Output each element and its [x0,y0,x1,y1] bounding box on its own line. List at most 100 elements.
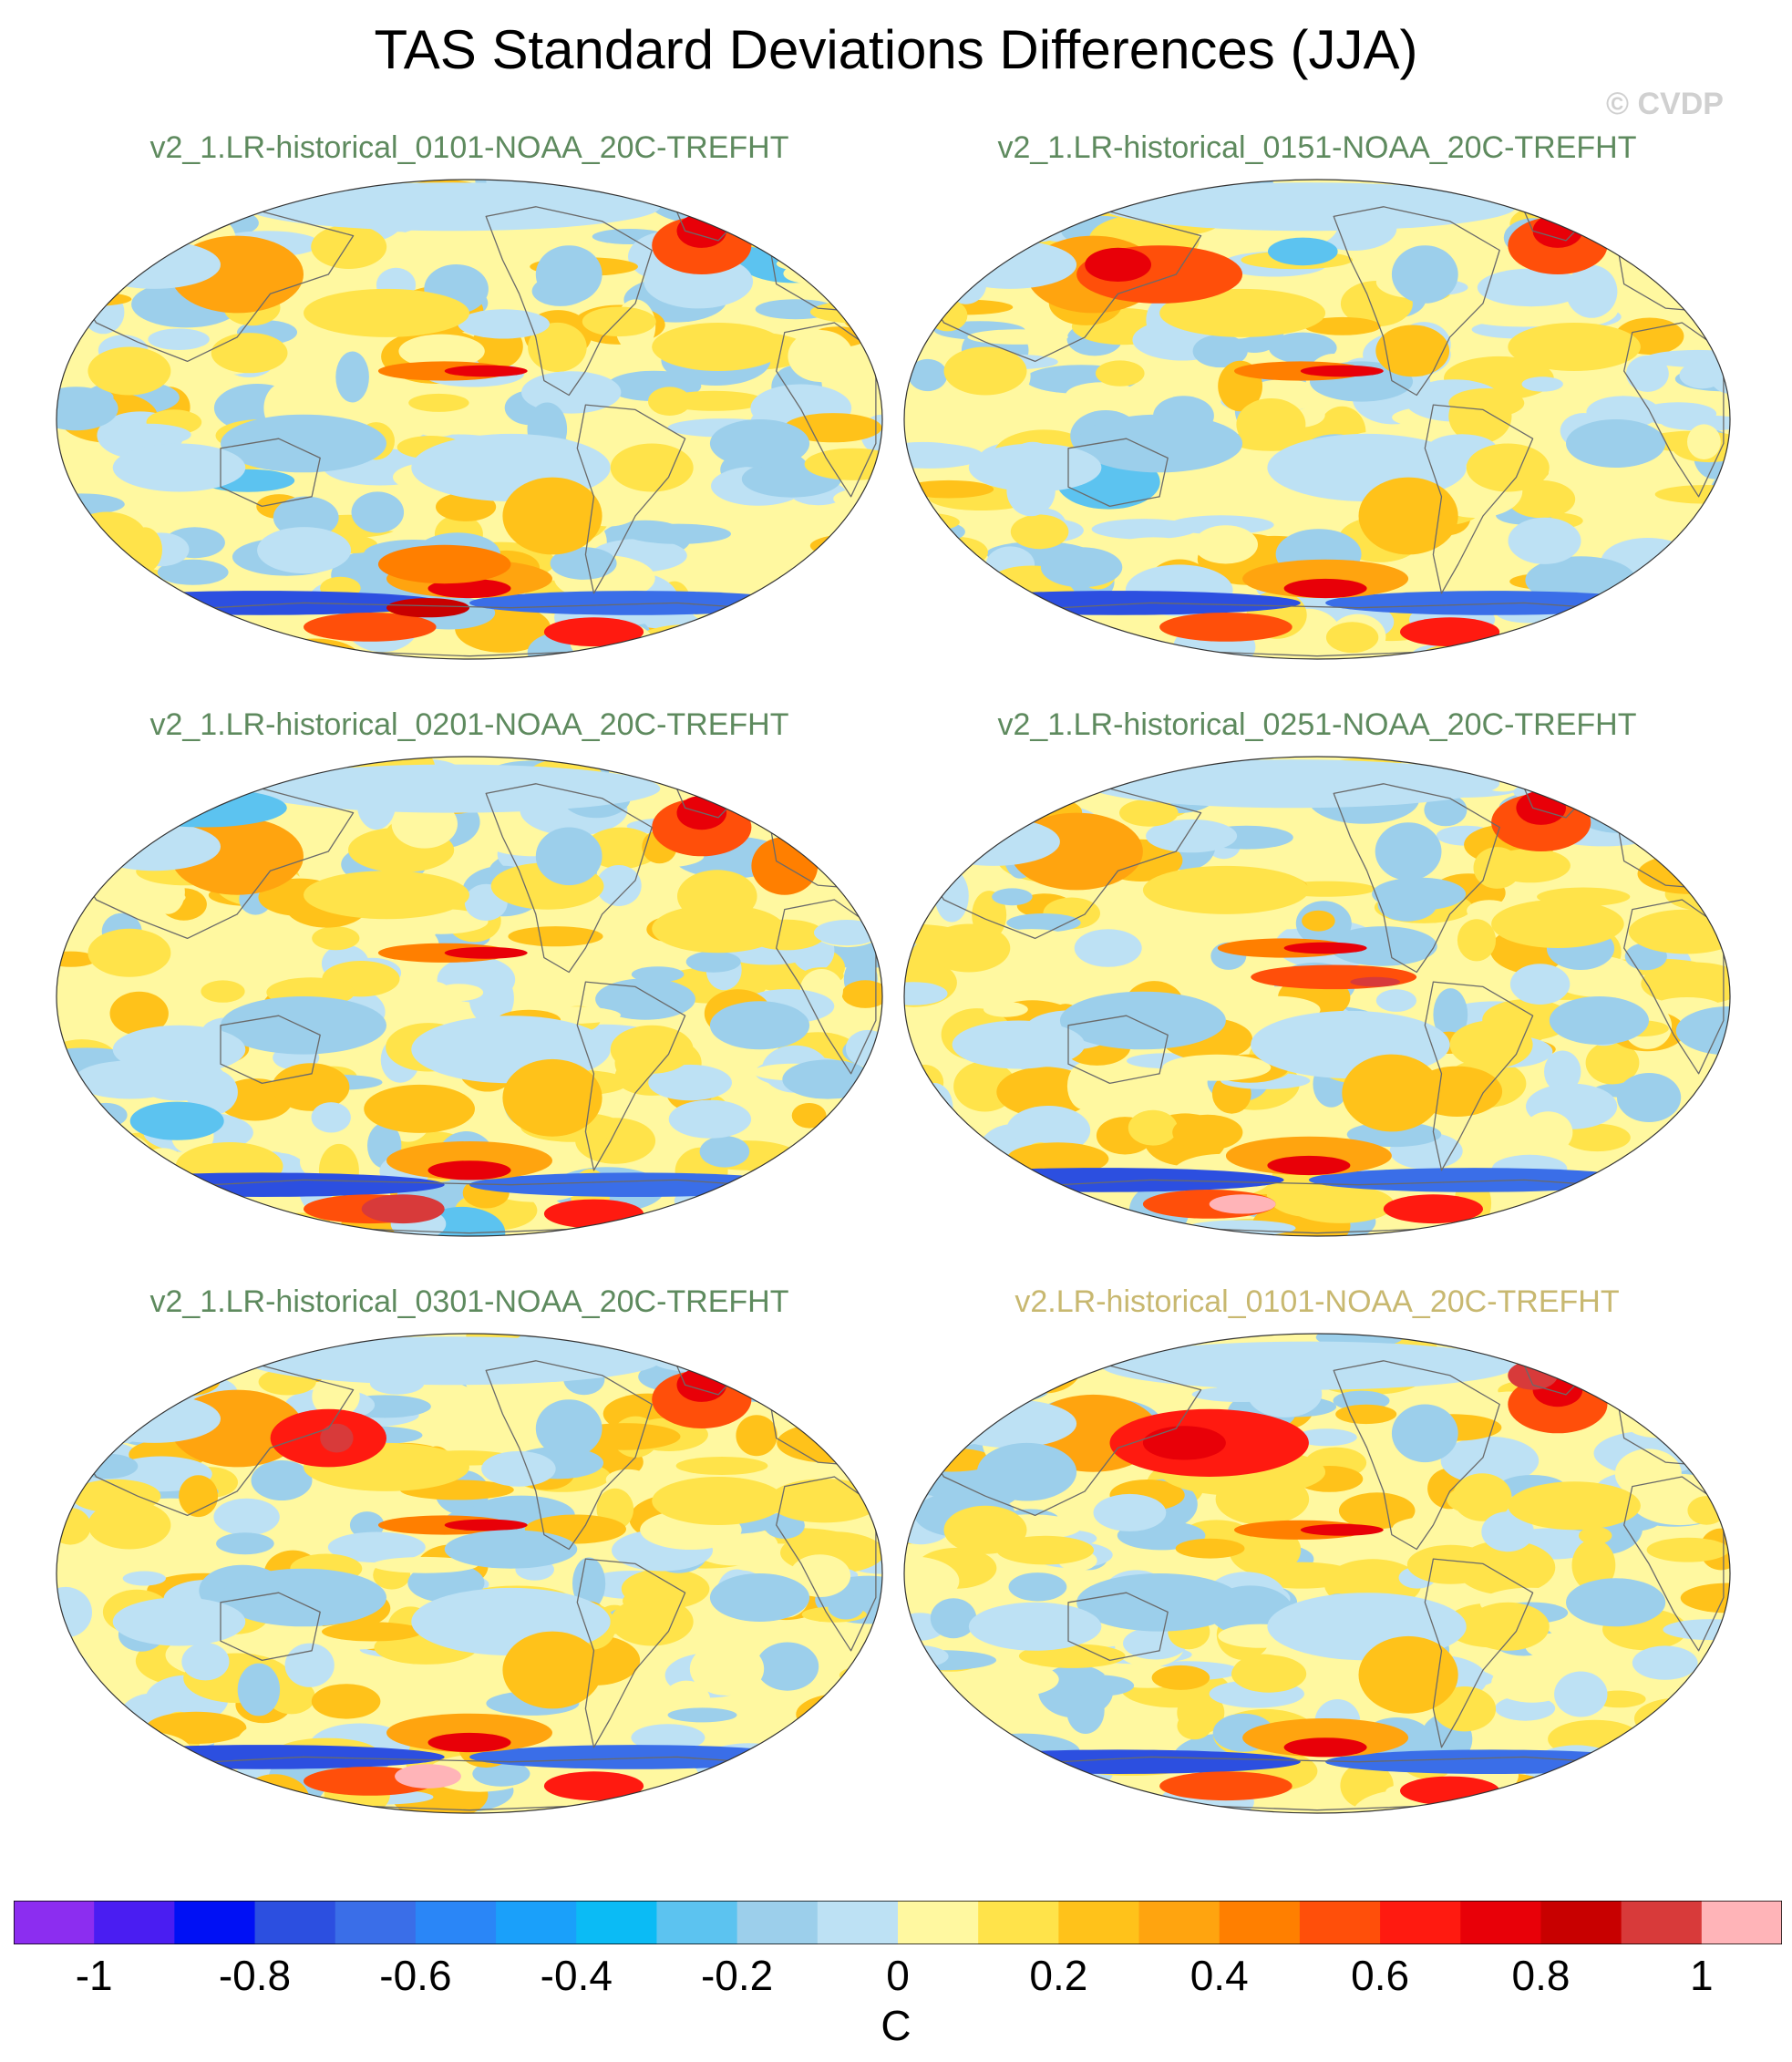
global-map-panel [56,179,883,660]
anomaly-patch [57,1735,116,1778]
anomaly-patch [667,1707,737,1723]
anomaly-patch [749,1349,784,1376]
colorbar-swatch [14,1901,95,1944]
anomaly-feature [652,904,785,954]
anomaly-patch [1066,1062,1101,1110]
anomaly-patch [1232,1654,1295,1692]
colorbar-swatch [1058,1901,1140,1944]
anomaly-patch [121,1178,201,1232]
anomaly-patch [572,1557,606,1610]
anomaly-patch [625,523,732,544]
anomaly-patch [1006,913,1081,933]
anomaly-feature [221,414,386,473]
anomaly-patch [139,634,215,659]
anomaly-patch [1617,757,1685,789]
anomaly-patch [77,180,186,233]
anomaly-patch [1663,1619,1730,1641]
anomaly-feature [1283,942,1367,954]
anomaly-patch [924,536,988,568]
anomaly-feature [245,1336,661,1386]
colorbar-tick-label: -0.8 [218,1952,292,1999]
anomaly-feature [469,1745,801,1769]
coastline-north-america [1333,206,1500,397]
anomaly-patch [689,1642,765,1696]
anomaly-patch [272,1063,350,1111]
anomaly-feature [57,593,138,613]
anomaly-patch [721,180,807,211]
anomaly-feature [1358,1635,1458,1714]
anomaly-feature [502,1631,602,1709]
anomaly-patch [57,1508,91,1545]
anomaly-patch [181,1643,230,1681]
anomaly-patch [1392,1515,1503,1541]
anomaly-patch [1029,631,1081,659]
anomaly-feature [976,1442,1077,1501]
anomaly-patch [57,637,146,659]
colorbar-tick-label: -0.4 [540,1952,613,1999]
anomaly-patch [693,1791,746,1813]
anomaly-patch [245,757,325,773]
anomaly-patch [122,1571,166,1586]
anomaly-patch [127,527,162,572]
anomaly-feature [911,1752,994,1772]
anomaly-patch [763,590,872,608]
anomaly-patch [1191,1387,1290,1402]
map-border [903,756,1731,1237]
anomaly-patch [1637,853,1730,894]
anomaly-feature [927,923,1011,973]
anomaly-patch [789,1554,851,1597]
anomaly-patch [699,1136,750,1168]
anomaly-patch [284,1643,335,1687]
anomaly-patch [934,870,969,923]
anomaly-patch [928,1151,1001,1172]
anomaly-patch [1617,1073,1682,1122]
anomaly-patch [991,1197,1041,1232]
colorbar-swatch [1219,1901,1301,1944]
anomaly-feature [245,182,661,232]
anomaly-patch [648,1064,732,1101]
anomaly-patch [335,351,369,403]
anomaly-patch [1096,360,1145,387]
anomaly-patch [984,1001,1028,1017]
anomaly-feature [112,1597,246,1646]
anomaly-patch [1601,1397,1703,1423]
anomaly-feature [502,1058,602,1137]
anomaly-patch [185,1068,238,1116]
global-map-panel [903,1333,1731,1814]
coastline-south-america [576,1558,686,1748]
anomaly-patch [904,523,943,544]
anomaly-feature [361,1194,445,1224]
anomaly-feature [1566,419,1666,468]
anomaly-patch [1477,268,1586,307]
anomaly-patch [1119,799,1179,827]
anomaly-patch [592,1804,647,1813]
anomaly-patch [1452,1473,1512,1521]
anomaly-patch [709,604,791,643]
anomaly-patch [631,1724,705,1752]
anomaly-patch [1108,1792,1149,1813]
anomaly-feature [88,928,171,977]
anomaly-patch [1628,909,1730,954]
anomaly-patch [148,328,210,350]
anomaly-patch [1545,1763,1629,1798]
anomaly-feature [927,817,1060,866]
anomaly-patch [1646,1537,1729,1562]
anomaly-patch [57,1586,92,1638]
anomaly-feature [1159,288,1326,337]
colorbar-tick-label: 0.4 [1190,1952,1249,1999]
global-map-panel [903,179,1731,660]
coastline-africa [776,1476,877,1652]
colorbar-tick-label: 0 [886,1952,910,1999]
anomaly-feature [1159,1771,1293,1801]
anomaly-patch [796,1693,882,1737]
anomaly-patch [652,1349,749,1373]
anomaly-patch [809,533,882,559]
anomaly-patch [57,211,82,264]
anomaly-patch [850,184,882,221]
anomaly-feature [502,477,602,555]
anomaly-patch [824,1369,860,1405]
coastline-africa [776,322,877,498]
anomaly-patch [1627,777,1730,810]
colorbar-swatch [335,1901,417,1944]
anomaly-feature [1251,964,1417,990]
